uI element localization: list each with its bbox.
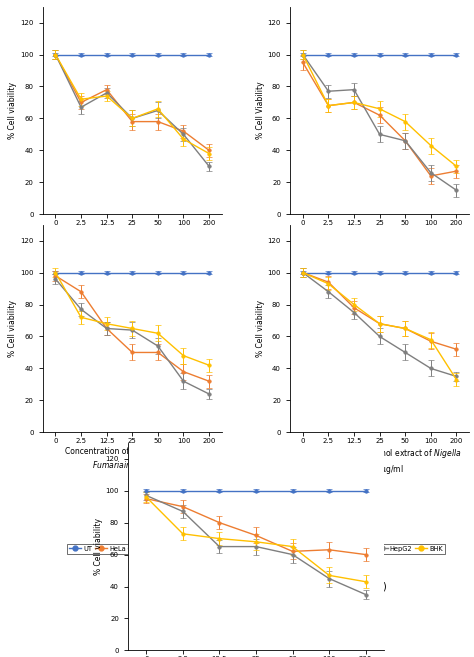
Y-axis label: % Cell viability: % Cell viability <box>9 300 18 357</box>
X-axis label: Concentration of ethanol extract of
$\mathit{Myrica cerifera}$ μg/ml: Concentration of ethanol extract of $\ma… <box>312 229 447 254</box>
X-axis label: Concentration of ethanol extract of $\mathit{Nigella}$
$\mathit{sativa}$ μg/ml: Concentration of ethanol extract of $\ma… <box>297 447 462 476</box>
Text: (a): (a) <box>126 364 139 374</box>
Y-axis label: % Cell viability: % Cell viability <box>9 82 18 139</box>
Text: (b): (b) <box>373 364 387 374</box>
Legend: UT, HeLa, HepG2, BHK: UT, HeLa, HepG2, BHK <box>315 544 445 554</box>
Legend: UT, HeLa, HepG2, BHK: UT, HeLa, HepG2, BHK <box>67 544 197 554</box>
X-axis label: Concentrations of ethanol extract of
$\mathit{chelidonium majus}$ μg/ml: Concentrations of ethanol extract of $\m… <box>63 229 202 254</box>
Y-axis label: % Cell Viability: % Cell Viability <box>255 81 264 139</box>
X-axis label: Concentration of ethanol extract of
$\mathit{Fumaria indica}$ μg/ml: Concentration of ethanol extract of $\ma… <box>65 447 200 472</box>
Text: (c): (c) <box>126 582 139 592</box>
Legend: UT, HeLa, HepG2, BHK: UT, HeLa, HepG2, BHK <box>67 326 197 336</box>
Legend: UT, HeLa, HepG2, BHK: UT, HeLa, HepG2, BHK <box>315 326 445 336</box>
Text: (d): (d) <box>373 582 386 592</box>
Y-axis label: % Cell viability: % Cell viability <box>255 300 264 357</box>
Y-axis label: % Cell viability: % Cell viability <box>94 518 103 575</box>
